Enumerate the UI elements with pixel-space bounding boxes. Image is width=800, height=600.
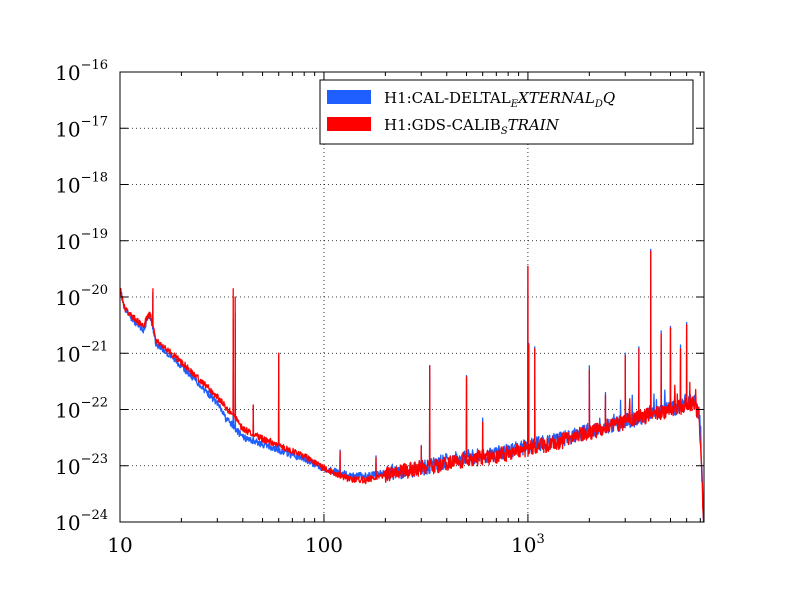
y-tick-base: 10 (55, 399, 80, 423)
y-tick-exponent: −21 (81, 339, 108, 354)
x-tick-base: 10 (107, 533, 132, 557)
legend-label-0: H1:CAL-DELTALEXTERNALDQ (384, 89, 615, 110)
y-tick-exponent: −17 (81, 114, 108, 129)
y-tick-exponent: −16 (81, 58, 108, 73)
x-tick-label: 100 (305, 533, 343, 557)
y-tick-labels: 10−2410−2310−2210−2110−2010−1910−1810−17… (55, 58, 108, 535)
legend-text-part: D (594, 99, 603, 110)
y-tick-exponent: −19 (81, 227, 108, 242)
y-tick-base: 10 (55, 342, 80, 366)
legend-swatch-0 (327, 90, 371, 104)
y-tick-label: 10−21 (55, 339, 108, 366)
y-tick-base: 10 (55, 511, 80, 535)
y-tick-exponent: −23 (81, 452, 108, 467)
y-tick-label: 10−18 (55, 171, 108, 198)
x-tick-label: 103 (511, 532, 545, 557)
y-tick-base: 10 (55, 230, 80, 254)
y-tick-label: 10−16 (55, 58, 108, 85)
y-tick-base: 10 (55, 286, 80, 310)
y-tick-base: 10 (55, 117, 80, 141)
x-tick-base: 100 (305, 533, 343, 557)
axis-ticks (119, 71, 704, 523)
y-tick-label: 10−20 (55, 283, 108, 310)
x-tick-label: 10 (107, 533, 132, 557)
y-tick-base: 10 (55, 174, 80, 198)
y-tick-label: 10−23 (55, 452, 108, 479)
legend-box (319, 79, 694, 145)
legend-text-part: TRAIN (508, 116, 560, 134)
y-tick-label: 10−22 (55, 396, 108, 423)
y-tick-exponent: −24 (81, 508, 108, 523)
x-tick-labels: 10 100 103 (107, 532, 545, 557)
legend: H1:CAL-DELTALEXTERNALDQ H1:GDS-CALIBSTRAI… (319, 79, 694, 145)
legend-text-part: XTERNAL (517, 89, 595, 107)
y-tick-exponent: −18 (81, 171, 108, 186)
y-tick-exponent: −22 (81, 396, 108, 411)
legend-text-part: Q (603, 89, 615, 107)
legend-swatch-1 (327, 117, 371, 131)
y-tick-base: 10 (55, 455, 80, 479)
legend-text-part: S (501, 126, 508, 137)
legend-text-part: H1:CAL-DELTAL (384, 89, 511, 107)
y-tick-label: 10−24 (55, 508, 108, 535)
series-layer (120, 248, 704, 522)
legend-label-1: H1:GDS-CALIBSTRAIN (384, 116, 560, 137)
series-line-1 (120, 250, 704, 522)
legend-text-part: H1:GDS-CALIB (384, 116, 501, 134)
y-tick-label: 10−19 (55, 227, 108, 254)
legend-text-part: E (510, 99, 519, 110)
x-tick-exponent: 3 (537, 532, 545, 547)
y-tick-base: 10 (55, 61, 80, 85)
x-tick-base: 10 (511, 533, 536, 557)
y-tick-exponent: −20 (81, 283, 108, 298)
y-tick-label: 10−17 (55, 114, 108, 141)
